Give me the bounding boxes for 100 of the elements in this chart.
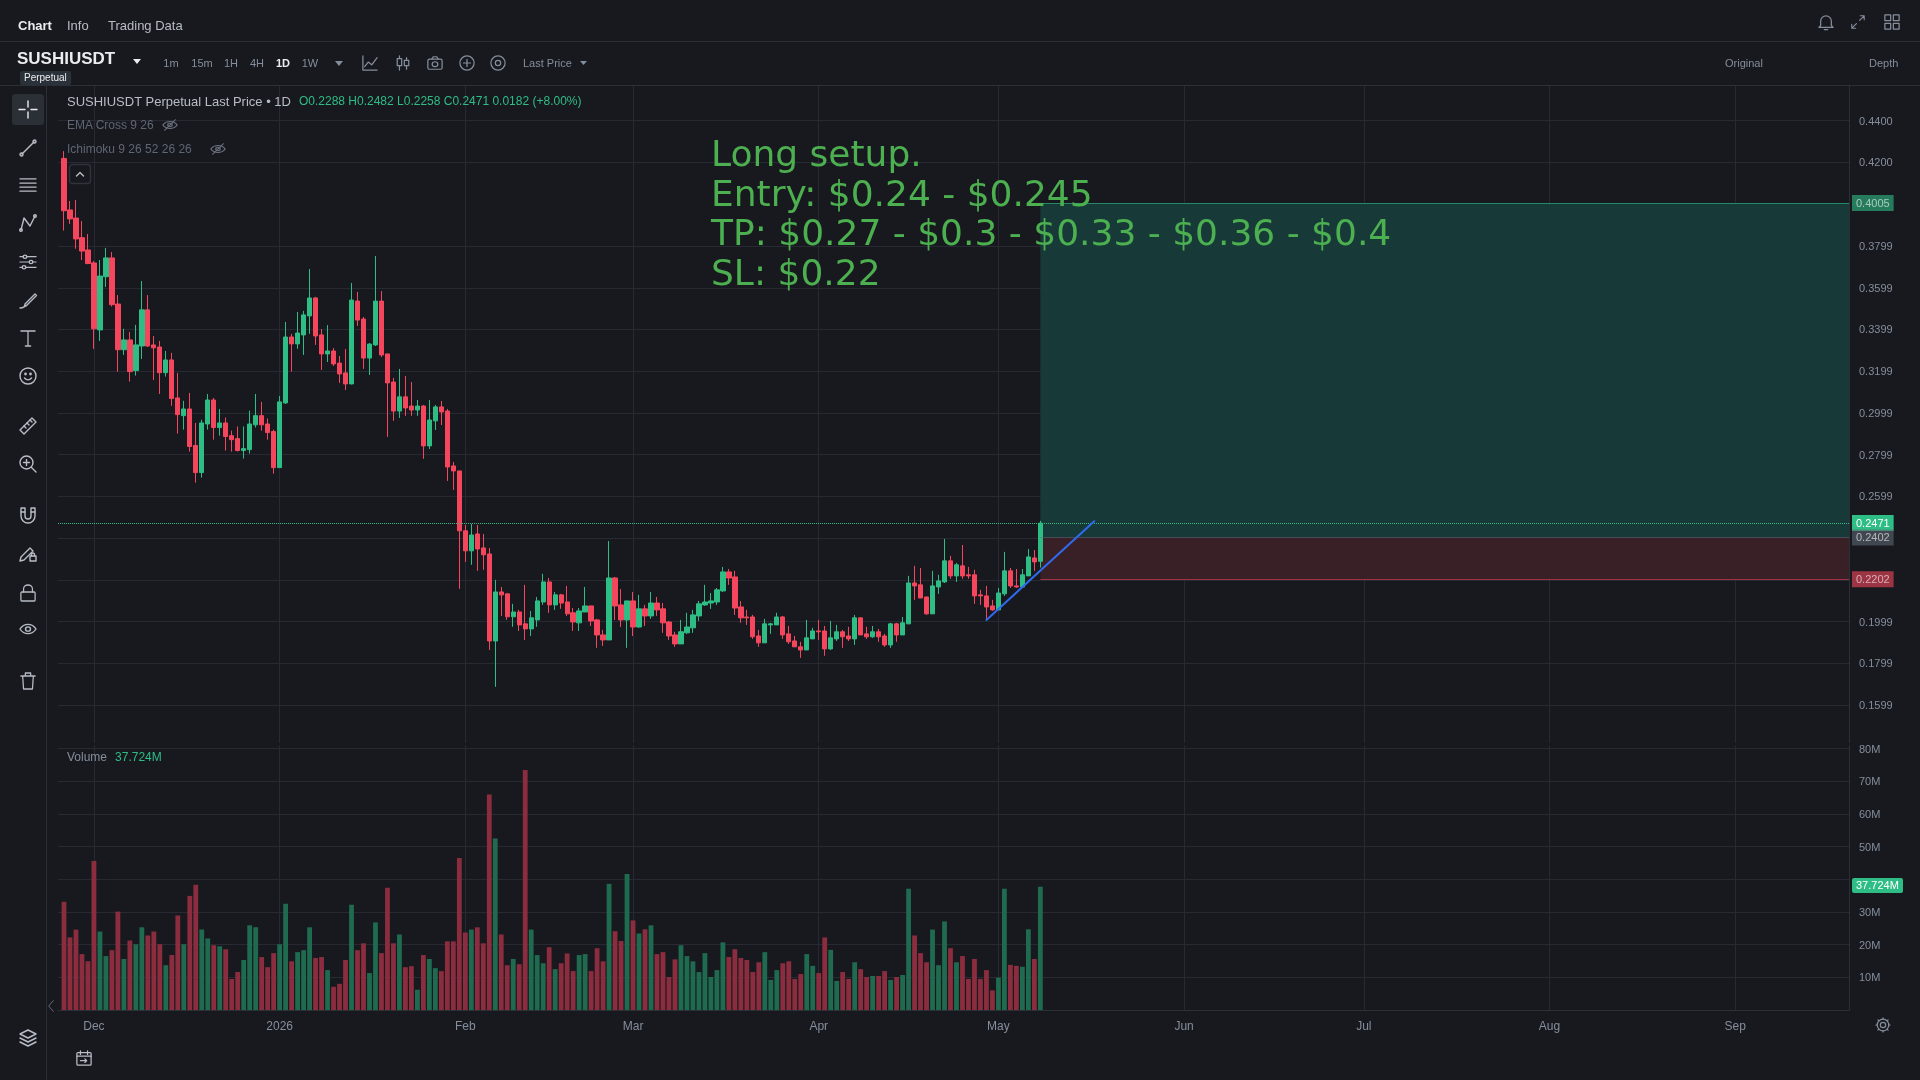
- text: 1W: [301, 56, 319, 69]
- y-tick-label: 0.2799: [1859, 448, 1893, 461]
- x-tick-label: Jun: [1174, 1019, 1194, 1033]
- candlestick: [648, 591, 654, 620]
- text: Chart: [18, 17, 52, 33]
- candlestick: [511, 603, 516, 628]
- y-tick-label: 0.2999: [1859, 406, 1893, 419]
- annotation: SL: $0.22: [711, 252, 881, 293]
- bar: [325, 970, 330, 1010]
- candlestick: [121, 328, 127, 356]
- x-tick-label: Feb: [454, 1019, 476, 1033]
- candlestick: [181, 400, 186, 431]
- bar: [217, 946, 223, 1010]
- candlestick: [948, 555, 953, 580]
- y-tick-label: 0.1799: [1859, 657, 1893, 670]
- x-tick-label: Sep: [1724, 1019, 1747, 1033]
- x-tick-label: Dec: [83, 1019, 105, 1033]
- candlestick: [624, 600, 630, 649]
- x-tick-label: Jul: [1356, 1019, 1372, 1033]
- text: Info: [67, 17, 89, 33]
- y-tick-label: 0.3199: [1859, 365, 1893, 378]
- annotation: TP: $0.27 - $0.3 - $0.33 - $0.36 - $0.4: [711, 212, 1392, 253]
- text: 1m: [163, 56, 179, 69]
- text: 37.724M: [1852, 878, 1903, 893]
- x-tick-label: 2026: [266, 1019, 294, 1033]
- text: SUSHIUSDT Perpetual Last Price • 1D: [67, 93, 291, 109]
- text: 4H: [249, 56, 265, 69]
- candlestick: [493, 579, 498, 688]
- candlestick: [349, 282, 354, 385]
- y-tick-label: 60M: [1859, 807, 1881, 820]
- y-tick-label: 30M: [1859, 905, 1881, 918]
- bar: [420, 955, 426, 1010]
- y-tick-label: 0.3799: [1859, 240, 1893, 253]
- bar: [127, 940, 133, 1010]
- annotation: Entry: $0.24 - $0.245: [711, 172, 1093, 214]
- y-tick-label: 0.2599: [1859, 490, 1893, 503]
- y-tick-label: 10M: [1859, 971, 1881, 984]
- candlestick: [630, 591, 636, 637]
- candlestick: [163, 350, 168, 378]
- y-tick-label: 0.4400: [1859, 114, 1893, 127]
- candlestick: [289, 333, 294, 373]
- candlestick: [852, 614, 857, 646]
- candlestick: [397, 368, 402, 419]
- text: 1D: [275, 56, 291, 69]
- x-tick-label: May: [987, 1019, 1010, 1033]
- candlestick: [547, 577, 552, 614]
- chart-title: Volume: [67, 750, 108, 764]
- text: Depth: [1869, 56, 1899, 69]
- bar: [552, 969, 558, 1010]
- annotation: Ichimoku 9 26 52 26 26: [67, 142, 192, 156]
- text: Original: [1725, 56, 1763, 69]
- candlestick: [421, 404, 426, 460]
- candlestick: [325, 324, 330, 363]
- bar: [492, 838, 498, 1010]
- ref-line-label: 0.2402: [1856, 531, 1890, 544]
- y-tick-label: 20M: [1859, 938, 1881, 951]
- candlestick: [870, 625, 875, 639]
- bar: [415, 989, 420, 1010]
- bar: [397, 934, 402, 1010]
- candlestick: [553, 591, 558, 611]
- ref-line-label: 0.4005: [1856, 197, 1890, 210]
- annotation: EMA Cross 9 26: [67, 118, 154, 132]
- bar: [289, 961, 294, 1010]
- bar: [211, 945, 217, 1010]
- y-tick-label: 50M: [1859, 840, 1881, 853]
- candlestick: [894, 622, 899, 643]
- candlestick: [636, 594, 642, 629]
- bar: [1037, 886, 1043, 1010]
- candlestick: [127, 331, 133, 383]
- candlestick: [1032, 549, 1037, 572]
- ref-line-label: 0.2202: [1856, 573, 1890, 586]
- y-tick-label: 0.4200: [1859, 156, 1893, 169]
- candlestick: [211, 397, 216, 441]
- x-tick-label: Apr: [809, 1019, 829, 1033]
- text: Trading Data: [108, 17, 183, 33]
- text: Perpetual: [20, 70, 71, 85]
- bar: [181, 944, 187, 1010]
- text: 1H: [223, 56, 239, 69]
- bar: [163, 965, 169, 1010]
- candlestick: [469, 523, 474, 566]
- x-tick-label: Aug: [1538, 1019, 1561, 1033]
- candlestick: [888, 622, 893, 649]
- text: 15m: [191, 56, 213, 69]
- text: O0.2288 H0.2482 L0.2258 C0.2471 0.0182 (+8.00%): [298, 94, 582, 108]
- y-tick-label: 0.1999: [1859, 615, 1893, 628]
- candlestick: [642, 604, 648, 627]
- bar: [852, 962, 858, 1010]
- candlestick: [954, 562, 959, 583]
- y-tick-label: 70M: [1859, 775, 1881, 788]
- candlestick: [415, 399, 420, 417]
- ref-line-label: 0.2471: [1856, 517, 1890, 530]
- bar: [948, 948, 953, 1010]
- bar: [954, 962, 959, 1010]
- y-tick-label: 0.3399: [1859, 323, 1893, 336]
- bar: [121, 959, 127, 1010]
- bar: [546, 947, 552, 1010]
- candlestick: [606, 540, 612, 641]
- candlestick: [217, 408, 222, 437]
- chart-subtitle: 37.724M: [115, 750, 162, 764]
- text: Last Price: [523, 56, 572, 69]
